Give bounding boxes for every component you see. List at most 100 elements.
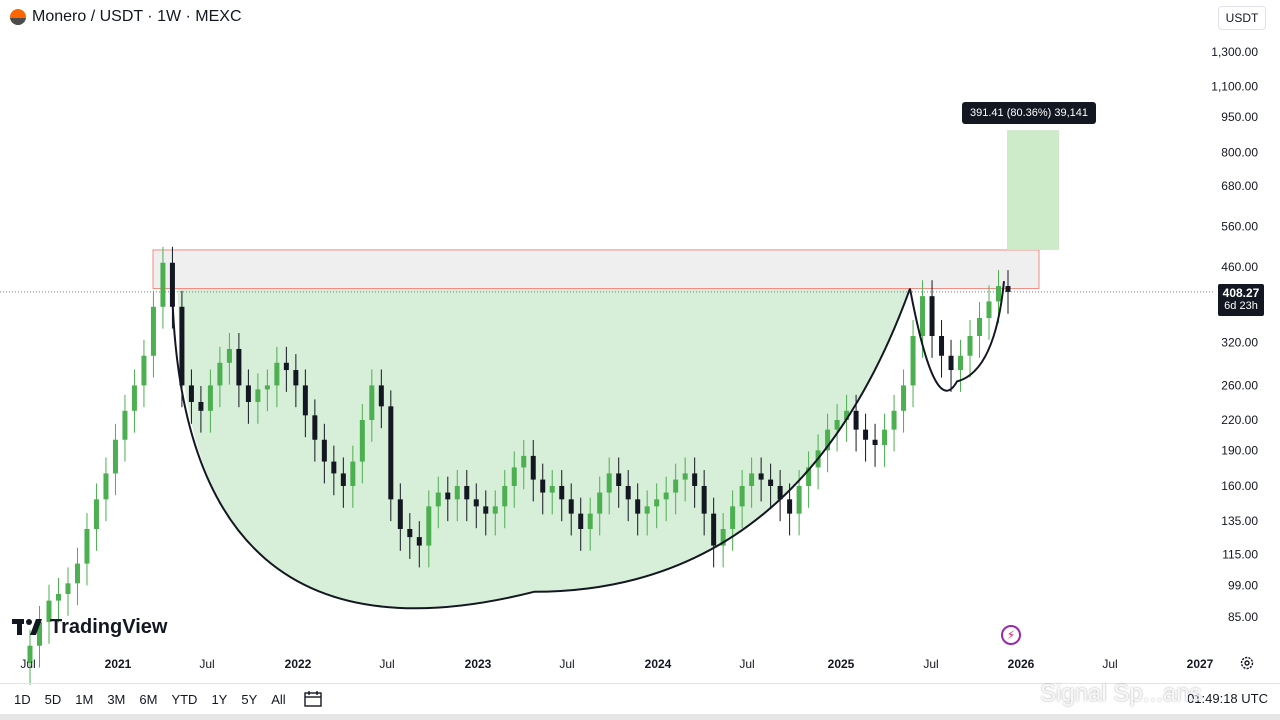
candle-body bbox=[369, 385, 375, 421]
candle-body bbox=[122, 410, 128, 440]
candle-body bbox=[549, 485, 555, 493]
candle-body bbox=[492, 506, 498, 514]
candle-body bbox=[521, 455, 527, 468]
candle-body bbox=[435, 492, 441, 507]
range-5d[interactable]: 5D bbox=[44, 691, 62, 707]
candle-body bbox=[948, 355, 954, 371]
candle-body bbox=[46, 600, 52, 622]
candle-body bbox=[901, 385, 907, 411]
range-6m[interactable]: 6M bbox=[139, 691, 158, 707]
candle-body bbox=[625, 485, 631, 500]
x-axis-tick-label: 2022 bbox=[285, 657, 312, 671]
candle-body bbox=[530, 455, 536, 480]
candle-body bbox=[882, 429, 888, 445]
candle-body bbox=[863, 429, 869, 440]
y-axis-tick-label: 260.00 bbox=[1221, 378, 1258, 392]
bolt-icon[interactable]: ⚡ bbox=[1001, 625, 1021, 645]
bottom-strip bbox=[0, 714, 1280, 720]
x-axis-tick-label: Jul bbox=[1102, 657, 1117, 671]
y-axis-tick-label: 560.00 bbox=[1221, 219, 1258, 233]
candle-body bbox=[825, 429, 831, 451]
candle-body bbox=[473, 499, 479, 507]
y-axis-tick-label: 160.00 bbox=[1221, 479, 1258, 493]
candle-body bbox=[986, 301, 992, 318]
candle-body bbox=[378, 385, 384, 407]
candle-body bbox=[36, 621, 42, 646]
tradingview-logo[interactable]: TradingView bbox=[12, 616, 167, 639]
monero-coin-icon bbox=[10, 9, 26, 25]
candle-body bbox=[578, 513, 584, 529]
candle-body bbox=[350, 461, 356, 486]
candle-body bbox=[103, 473, 109, 500]
candle-body bbox=[958, 355, 964, 371]
candle-body bbox=[673, 479, 679, 493]
candle-body bbox=[635, 499, 641, 514]
range-5y[interactable]: 5Y bbox=[241, 691, 258, 707]
y-axis-tick-label: 85.00 bbox=[1228, 610, 1258, 624]
candle-body bbox=[568, 499, 574, 514]
x-axis-tick-label: 2024 bbox=[645, 657, 672, 671]
x-axis-tick-label: Jul bbox=[20, 657, 35, 671]
resistance-zone bbox=[152, 249, 1040, 290]
date-range-calendar-icon[interactable] bbox=[304, 691, 322, 707]
x-axis-tick-label: 2025 bbox=[828, 657, 855, 671]
candle-body bbox=[502, 485, 508, 507]
candle-body bbox=[236, 348, 242, 386]
settings-gear-icon[interactable] bbox=[1239, 655, 1255, 671]
y-axis-tick-label: 800.00 bbox=[1221, 146, 1258, 160]
y-axis-tick-label: 220.00 bbox=[1221, 413, 1258, 427]
y-axis-tick-label: 115.00 bbox=[1222, 547, 1258, 561]
candle-body bbox=[131, 385, 137, 411]
candle-body bbox=[274, 362, 280, 386]
bottom-toolbar: 1D 5D 1M 3M 6M YTD 1Y 5Y All 01:49:18 UT… bbox=[0, 683, 1280, 714]
symbol-header[interactable]: Monero / USDT · 1W · MEXC bbox=[10, 6, 242, 28]
range-1d[interactable]: 1D bbox=[14, 691, 31, 707]
candle-body bbox=[749, 473, 755, 486]
y-axis-tick-label: 320.00 bbox=[1221, 335, 1258, 349]
candle-body bbox=[977, 317, 983, 337]
handle-curve bbox=[909, 281, 1005, 392]
candle-body bbox=[312, 415, 318, 440]
candle-body bbox=[739, 485, 745, 507]
candle-body bbox=[65, 583, 71, 594]
candle-body bbox=[644, 506, 650, 514]
candle-body bbox=[768, 479, 774, 486]
candle-body bbox=[996, 286, 1002, 302]
candle-body bbox=[663, 492, 669, 500]
currency-button[interactable]: USDT bbox=[1218, 6, 1266, 30]
candle-body bbox=[198, 401, 204, 411]
candle-body bbox=[331, 461, 337, 474]
range-3m[interactable]: 3M bbox=[107, 691, 126, 707]
candle-body bbox=[112, 439, 118, 474]
candle-body bbox=[701, 485, 707, 514]
candle-body bbox=[55, 593, 61, 601]
candle-body bbox=[597, 492, 603, 514]
candle-body bbox=[226, 348, 232, 363]
x-axis-tick-label: Jul bbox=[739, 657, 754, 671]
y-axis-tick-label: 190.00 bbox=[1221, 443, 1258, 457]
range-1y[interactable]: 1Y bbox=[211, 691, 228, 707]
candle-body bbox=[93, 499, 99, 529]
candle-body bbox=[844, 410, 850, 421]
candle-body bbox=[853, 410, 859, 430]
y-axis-tick-label: 950.00 bbox=[1221, 110, 1258, 124]
range-1m[interactable]: 1M bbox=[75, 691, 94, 707]
y-axis-tick-label: 1,300.00 bbox=[1211, 45, 1258, 59]
last-price: 408.27 bbox=[1222, 286, 1260, 300]
candle-body bbox=[84, 528, 90, 564]
candle-body bbox=[787, 499, 793, 514]
candle-body bbox=[929, 296, 935, 337]
range-all[interactable]: All bbox=[271, 691, 286, 707]
candle-body bbox=[445, 492, 451, 500]
x-axis-tick-label: Jul bbox=[379, 657, 394, 671]
symbol-title: Monero / USDT · 1W · MEXC bbox=[32, 8, 242, 25]
x-axis-tick-label: 2026 bbox=[1008, 657, 1035, 671]
utc-clock[interactable]: 01:49:18 UTC bbox=[1187, 691, 1268, 706]
range-ytd[interactable]: YTD bbox=[171, 691, 198, 707]
candle-body bbox=[1005, 286, 1011, 292]
candle-body bbox=[616, 473, 622, 486]
last-price-tag: 408.27 6d 23h bbox=[1218, 284, 1264, 316]
candle-body bbox=[910, 336, 916, 386]
candle-body bbox=[264, 385, 270, 390]
